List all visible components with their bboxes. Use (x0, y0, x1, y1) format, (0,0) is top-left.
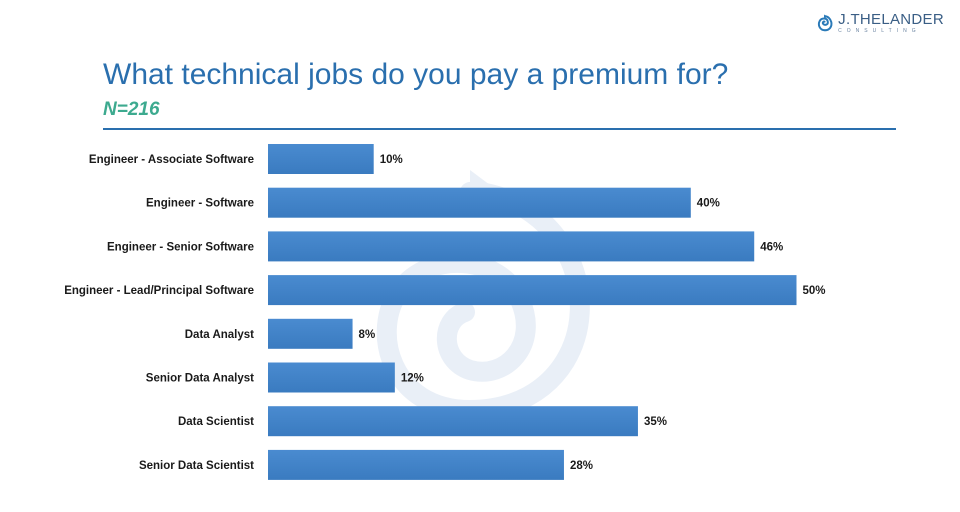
data-label: 12% (401, 373, 424, 385)
category-label: Data Analyst (185, 329, 254, 341)
bar (268, 362, 395, 393)
data-label: 46% (760, 241, 783, 253)
category-label: Engineer - Lead/Principal Software (64, 285, 254, 297)
bar (268, 187, 691, 218)
bar (268, 144, 374, 174)
page-title: What technical jobs do you pay a premium… (103, 58, 729, 91)
data-label: 50% (803, 285, 826, 297)
data-label: 10% (380, 154, 403, 166)
category-label: Engineer - Senior Software (107, 241, 254, 253)
bar (268, 275, 797, 306)
logo-subtitle: CONSULTING (838, 28, 921, 34)
category-label: Senior Data Scientist (139, 460, 254, 472)
bar (268, 231, 755, 262)
logo-name: J.THELANDER (838, 11, 944, 28)
bar (268, 318, 353, 349)
data-label: 8% (359, 329, 376, 341)
category-label: Engineer - Software (146, 198, 254, 210)
bar (268, 406, 638, 437)
title-divider (103, 128, 896, 130)
sample-size: N=216 (103, 99, 160, 120)
spiral-logo-icon (818, 14, 833, 32)
data-label: 35% (644, 416, 667, 428)
category-label: Data Scientist (178, 416, 254, 428)
bar (268, 449, 564, 480)
brand-logo: J.THELANDER CONSULTING (816, 12, 944, 34)
category-label: Senior Data Analyst (146, 373, 254, 385)
data-label: 40% (697, 198, 720, 210)
data-label: 28% (570, 460, 593, 472)
category-label: Engineer - Associate Software (89, 154, 254, 166)
